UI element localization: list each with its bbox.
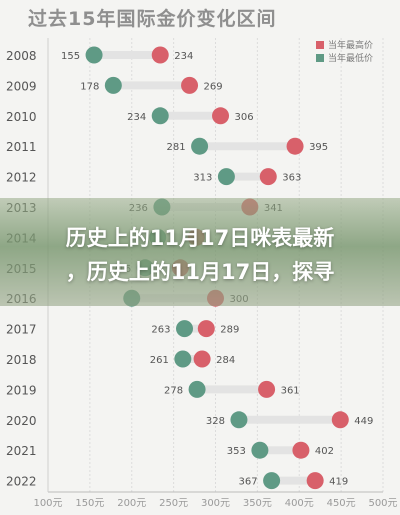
category-label: 2022 (6, 475, 37, 489)
high-value-label: 395 (309, 142, 328, 153)
low-point (251, 441, 269, 459)
x-tick-label: 250元 (159, 498, 188, 509)
low-point (230, 411, 248, 429)
low-value-label: 155 (61, 51, 80, 62)
high-point (181, 76, 199, 94)
high-point (193, 350, 211, 368)
category-label: 2009 (6, 79, 37, 93)
low-value-label: 328 (206, 416, 225, 427)
low-value-label: 178 (80, 81, 99, 92)
high-value-label: 306 (235, 112, 254, 123)
headline-line-2: ，历史上的11月17日，探寻 (65, 260, 335, 284)
low-point (151, 107, 169, 125)
category-label: 2008 (6, 49, 37, 63)
low-point (176, 320, 194, 338)
low-value-label: 353 (227, 446, 246, 457)
low-point (191, 137, 209, 155)
high-point (286, 137, 304, 155)
x-tick-label: 200元 (117, 498, 146, 509)
category-label: 2012 (6, 171, 37, 185)
legend-label: 当年最高价 (328, 39, 373, 51)
high-point (258, 380, 276, 398)
high-value-label: 449 (354, 416, 373, 427)
high-point (331, 411, 349, 429)
high-value-label: 402 (315, 446, 334, 457)
low-point (174, 350, 192, 368)
x-tick-label: 500元 (368, 498, 397, 509)
high-point (259, 168, 277, 186)
high-point (151, 46, 169, 64)
low-value-label: 278 (164, 385, 183, 396)
category-label: 2019 (6, 383, 37, 397)
category-label: 2020 (6, 414, 37, 428)
x-tick-label: 400元 (285, 498, 314, 509)
category-label: 2017 (6, 323, 37, 337)
low-point (217, 168, 235, 186)
legend-swatch (316, 41, 324, 49)
low-value-label: 313 (193, 173, 212, 184)
category-label: 2018 (6, 353, 37, 367)
legend-label: 当年最低价 (328, 52, 373, 64)
category-label: 2010 (6, 110, 37, 124)
high-point (212, 107, 230, 125)
x-tick-label: 450元 (327, 498, 356, 509)
high-point (292, 441, 310, 459)
low-value-label: 367 (239, 477, 258, 488)
high-point (306, 472, 324, 490)
category-label: 2021 (6, 444, 37, 458)
headline-overlay: 历史上的11月17日咪表最新 ，历史上的11月17日，探寻 (0, 198, 400, 306)
low-value-label: 263 (151, 325, 170, 336)
low-value-label: 261 (150, 355, 169, 366)
high-point (197, 320, 215, 338)
high-value-label: 361 (281, 385, 300, 396)
low-point (263, 472, 281, 490)
x-tick-label: 350元 (243, 498, 272, 509)
high-value-label: 289 (220, 325, 239, 336)
x-tick-label: 300元 (201, 498, 230, 509)
high-value-label: 363 (282, 173, 301, 184)
low-value-label: 281 (166, 142, 185, 153)
headline-line-1: 历史上的11月17日咪表最新 (65, 226, 335, 250)
category-label: 2011 (6, 140, 37, 154)
legend-swatch (316, 54, 324, 62)
high-value-label: 234 (174, 51, 193, 62)
low-point (85, 46, 103, 64)
low-point (104, 76, 122, 94)
low-point (188, 380, 206, 398)
high-value-label: 419 (329, 477, 348, 488)
high-value-label: 269 (204, 81, 223, 92)
x-tick-label: 150元 (75, 498, 104, 509)
x-tick-label: 100元 (33, 498, 62, 509)
chart-title: 过去15年国际金价变化区间 (28, 8, 277, 30)
high-value-label: 284 (216, 355, 235, 366)
low-value-label: 234 (127, 112, 146, 123)
